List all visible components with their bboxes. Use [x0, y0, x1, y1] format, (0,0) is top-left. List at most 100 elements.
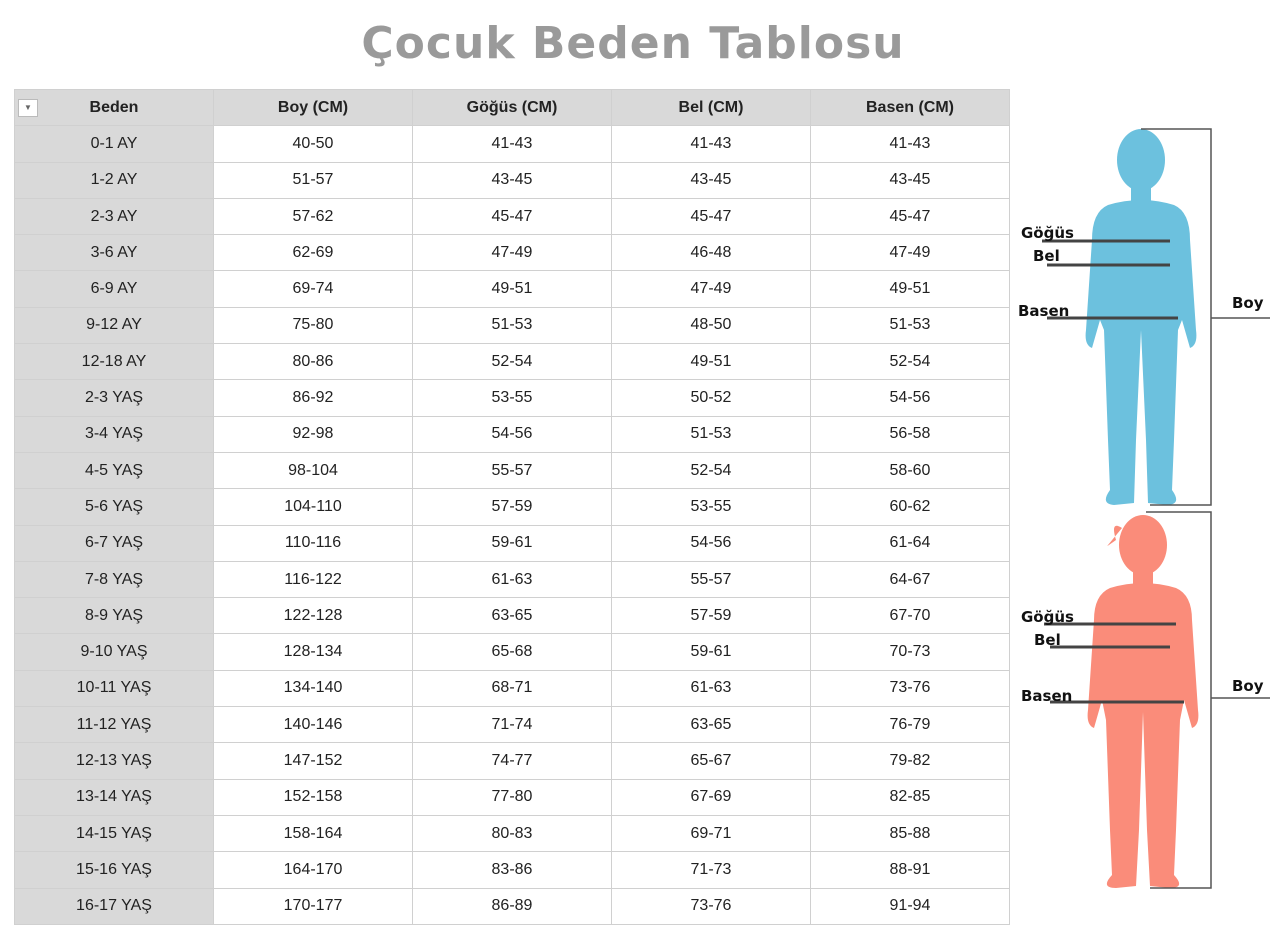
cell-beden: 1-2 AY: [14, 161, 214, 199]
table-row: 8-9 YAŞ 122-128 63-65 57-59 67-70: [14, 597, 1010, 635]
cell-boy: 57-62: [213, 197, 413, 236]
girl-height-label: Boy: [1232, 677, 1264, 695]
cell-basen: 60-62: [810, 488, 1010, 526]
cell-beden: 2-3 AY: [14, 197, 214, 236]
header-row: ▼ Beden Boy (CM) Göğüs (CM) Bel (CM) Base…: [14, 88, 1010, 127]
cell-bel: 57-59: [611, 597, 811, 635]
cell-basen: 82-85: [810, 778, 1010, 816]
cell-beden: 13-14 YAŞ: [14, 778, 214, 816]
cell-gogus: 52-54: [412, 343, 612, 381]
cell-basen: 58-60: [810, 451, 1010, 490]
table-row: 9-10 YAŞ 128-134 65-68 59-61 70-73: [14, 633, 1010, 671]
cell-bel: 67-69: [611, 778, 811, 816]
cell-boy: 164-170: [213, 851, 413, 889]
cell-boy: 170-177: [213, 887, 413, 925]
header-gogus: Göğüs (CM): [412, 88, 612, 127]
table-row: 0-1 AY 40-50 41-43 41-43 41-43: [14, 125, 1010, 163]
header-boy: Boy (CM): [213, 88, 413, 127]
cell-bel: 71-73: [611, 851, 811, 889]
cell-gogus: 80-83: [412, 814, 612, 853]
table-row: 13-14 YAŞ 152-158 77-80 67-69 82-85: [14, 778, 1010, 816]
cell-boy: 98-104: [213, 451, 413, 490]
cell-basen: 70-73: [810, 633, 1010, 671]
cell-beden: 0-1 AY: [14, 125, 214, 163]
header-beden: ▼ Beden: [14, 88, 214, 127]
size-table: ▼ Beden Boy (CM) Göğüs (CM) Bel (CM) Base…: [14, 88, 1010, 925]
cell-gogus: 74-77: [412, 742, 612, 780]
cell-gogus: 53-55: [412, 379, 612, 417]
girl-chest-label: Göğüs: [1021, 608, 1074, 626]
cell-beden: 15-16 YAŞ: [14, 851, 214, 889]
table-row: 5-6 YAŞ 104-110 57-59 53-55 60-62: [14, 488, 1010, 526]
cell-boy: 62-69: [213, 234, 413, 272]
cell-beden: 11-12 YAŞ: [14, 706, 214, 744]
table-row: 15-16 YAŞ 164-170 83-86 71-73 88-91: [14, 851, 1010, 889]
cell-gogus: 86-89: [412, 887, 612, 925]
cell-basen: 54-56: [810, 379, 1010, 417]
cell-gogus: 77-80: [412, 778, 612, 816]
header-label: Beden: [89, 98, 139, 116]
cell-boy: 122-128: [213, 597, 413, 635]
cell-boy: 80-86: [213, 343, 413, 381]
cell-basen: 51-53: [810, 306, 1010, 345]
cell-bel: 48-50: [611, 306, 811, 345]
measure-lines: [1042, 128, 1270, 889]
table-row: 10-11 YAŞ 134-140 68-71 61-63 73-76: [14, 669, 1010, 708]
cell-gogus: 68-71: [412, 669, 612, 708]
table-row: 2-3 YAŞ 86-92 53-55 50-52 54-56: [14, 379, 1010, 417]
cell-gogus: 59-61: [412, 524, 612, 562]
header-basen: Basen (CM): [810, 88, 1010, 127]
cell-beden: 9-10 YAŞ: [14, 633, 214, 671]
cell-basen: 64-67: [810, 560, 1010, 599]
boy-waist-label: Bel: [1033, 247, 1060, 265]
filter-dropdown-icon[interactable]: ▼: [18, 99, 38, 117]
boy-chest-label: Göğüs: [1021, 224, 1074, 242]
table-row: 6-7 YAŞ 110-116 59-61 54-56 61-64: [14, 524, 1010, 562]
cell-basen: 49-51: [810, 270, 1010, 308]
cell-beden: 3-4 YAŞ: [14, 415, 214, 453]
cell-beden: 4-5 YAŞ: [14, 451, 214, 490]
cell-boy: 147-152: [213, 742, 413, 780]
girl-waist-label: Bel: [1034, 631, 1061, 649]
table-row: 7-8 YAŞ 116-122 61-63 55-57 64-67: [14, 560, 1010, 599]
table-row: 1-2 AY 51-57 43-45 43-45 43-45: [14, 161, 1010, 199]
cell-bel: 52-54: [611, 451, 811, 490]
cell-beden: 6-9 AY: [14, 270, 214, 308]
cell-gogus: 47-49: [412, 234, 612, 272]
cell-beden: 2-3 YAŞ: [14, 379, 214, 417]
cell-beden: 3-6 AY: [14, 234, 214, 272]
cell-bel: 69-71: [611, 814, 811, 853]
cell-beden: 14-15 YAŞ: [14, 814, 214, 853]
table-row: 16-17 YAŞ 170-177 86-89 73-76 91-94: [14, 887, 1010, 925]
header-bel: Bel (CM): [611, 88, 811, 127]
girl-figure: [1087, 515, 1199, 888]
cell-basen: 47-49: [810, 234, 1010, 272]
table-row: 6-9 AY 69-74 49-51 47-49 49-51: [14, 270, 1010, 308]
cell-boy: 69-74: [213, 270, 413, 308]
cell-boy: 51-57: [213, 161, 413, 199]
cell-basen: 67-70: [810, 597, 1010, 635]
cell-boy: 134-140: [213, 669, 413, 708]
cell-basen: 91-94: [810, 887, 1010, 925]
cell-beden: 16-17 YAŞ: [14, 887, 214, 925]
cell-gogus: 51-53: [412, 306, 612, 345]
cell-basen: 41-43: [810, 125, 1010, 163]
boy-height-label: Boy: [1232, 294, 1264, 312]
cell-bel: 43-45: [611, 161, 811, 199]
table-row: 11-12 YAŞ 140-146 71-74 63-65 76-79: [14, 706, 1010, 744]
cell-basen: 88-91: [810, 851, 1010, 889]
cell-bel: 45-47: [611, 197, 811, 236]
page-title: Çocuk Beden Tablosu: [361, 18, 905, 69]
cell-bel: 46-48: [611, 234, 811, 272]
cell-bel: 65-67: [611, 742, 811, 780]
cell-beden: 6-7 YAŞ: [14, 524, 214, 562]
cell-beden: 9-12 AY: [14, 306, 214, 345]
table-row: 14-15 YAŞ 158-164 80-83 69-71 85-88: [14, 814, 1010, 853]
cell-bel: 73-76: [611, 887, 811, 925]
cell-boy: 92-98: [213, 415, 413, 453]
cell-gogus: 49-51: [412, 270, 612, 308]
cell-bel: 41-43: [611, 125, 811, 163]
cell-boy: 140-146: [213, 706, 413, 744]
cell-bel: 55-57: [611, 560, 811, 599]
